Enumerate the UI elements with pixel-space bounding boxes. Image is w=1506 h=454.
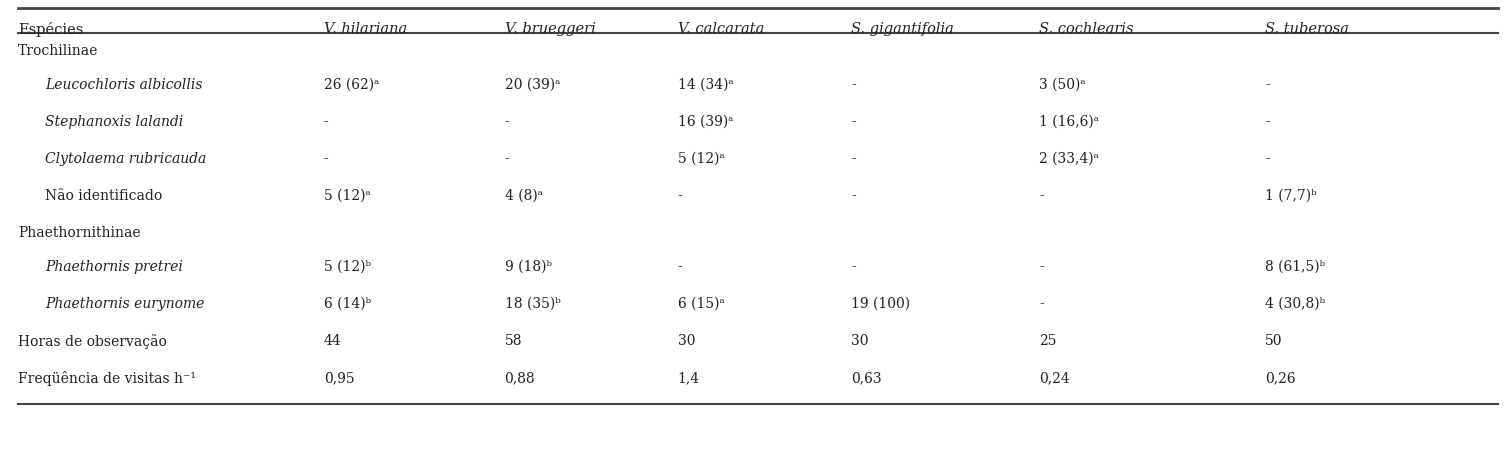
- Text: 8 (61,5)ᵇ: 8 (61,5)ᵇ: [1265, 260, 1325, 274]
- Text: V. brueggeri: V. brueggeri: [505, 22, 595, 36]
- Text: 9 (18)ᵇ: 9 (18)ᵇ: [505, 260, 551, 274]
- Text: Trochilinae: Trochilinae: [18, 44, 98, 58]
- Text: 50: 50: [1265, 334, 1283, 348]
- Text: -: -: [851, 152, 855, 166]
- Text: -: -: [505, 115, 509, 129]
- Text: 1,4: 1,4: [678, 371, 700, 385]
- Text: 1 (16,6)ᵃ: 1 (16,6)ᵃ: [1039, 115, 1099, 129]
- Text: 4 (30,8)ᵇ: 4 (30,8)ᵇ: [1265, 297, 1325, 311]
- Text: 0,63: 0,63: [851, 371, 881, 385]
- Text: -: -: [1039, 260, 1044, 274]
- Text: Stephanoxis lalandi: Stephanoxis lalandi: [45, 115, 184, 129]
- Text: -: -: [1039, 297, 1044, 311]
- Text: Phaethornithinae: Phaethornithinae: [18, 226, 140, 240]
- Text: 18 (35)ᵇ: 18 (35)ᵇ: [505, 297, 560, 311]
- Text: Clytolaema rubricauda: Clytolaema rubricauda: [45, 152, 206, 166]
- Text: -: -: [1265, 152, 1270, 166]
- Text: 5 (12)ᵃ: 5 (12)ᵃ: [324, 189, 370, 203]
- Text: 14 (34)ᵃ: 14 (34)ᵃ: [678, 78, 733, 92]
- Text: 5 (12)ᵃ: 5 (12)ᵃ: [678, 152, 724, 166]
- Text: 5 (12)ᵇ: 5 (12)ᵇ: [324, 260, 370, 274]
- Text: V. calcarata: V. calcarata: [678, 22, 764, 36]
- Text: 26 (62)ᵃ: 26 (62)ᵃ: [324, 78, 380, 92]
- Text: -: -: [851, 78, 855, 92]
- Text: 1 (7,7)ᵇ: 1 (7,7)ᵇ: [1265, 189, 1316, 203]
- Text: Freqüência de visitas h⁻¹: Freqüência de visitas h⁻¹: [18, 371, 196, 386]
- Text: 16 (39)ᵃ: 16 (39)ᵃ: [678, 115, 733, 129]
- Text: -: -: [1265, 78, 1270, 92]
- Text: 0,24: 0,24: [1039, 371, 1069, 385]
- Text: Espécies: Espécies: [18, 22, 83, 37]
- Text: 58: 58: [505, 334, 523, 348]
- Text: -: -: [678, 260, 682, 274]
- Text: 44: 44: [324, 334, 342, 348]
- Text: -: -: [324, 115, 328, 129]
- Text: 0,95: 0,95: [324, 371, 354, 385]
- Text: -: -: [851, 189, 855, 203]
- Text: 0,88: 0,88: [505, 371, 535, 385]
- Text: 30: 30: [678, 334, 696, 348]
- Text: 25: 25: [1039, 334, 1057, 348]
- Text: -: -: [1265, 115, 1270, 129]
- Text: V. hilariana: V. hilariana: [324, 22, 407, 36]
- Text: Leucochloris albicollis: Leucochloris albicollis: [45, 78, 203, 92]
- Text: 19 (100): 19 (100): [851, 297, 910, 311]
- Text: Não identificado: Não identificado: [45, 189, 163, 203]
- Text: 6 (15)ᵃ: 6 (15)ᵃ: [678, 297, 724, 311]
- Text: -: -: [851, 260, 855, 274]
- Text: 2 (33,4)ᵃ: 2 (33,4)ᵃ: [1039, 152, 1099, 166]
- Text: 0,26: 0,26: [1265, 371, 1295, 385]
- Text: -: -: [324, 152, 328, 166]
- Text: -: -: [851, 115, 855, 129]
- Text: 3 (50)ᵃ: 3 (50)ᵃ: [1039, 78, 1086, 92]
- Text: -: -: [678, 189, 682, 203]
- Text: S. gigantifolia: S. gigantifolia: [851, 22, 953, 36]
- Text: -: -: [1039, 189, 1044, 203]
- Text: Phaethornis eurynome: Phaethornis eurynome: [45, 297, 205, 311]
- Text: 30: 30: [851, 334, 869, 348]
- Text: 4 (8)ᵃ: 4 (8)ᵃ: [505, 189, 542, 203]
- Text: 6 (14)ᵇ: 6 (14)ᵇ: [324, 297, 370, 311]
- Text: Horas de observação: Horas de observação: [18, 334, 167, 349]
- Text: -: -: [505, 152, 509, 166]
- Text: 20 (39)ᵃ: 20 (39)ᵃ: [505, 78, 560, 92]
- Text: S. cochlearis: S. cochlearis: [1039, 22, 1134, 36]
- Text: Phaethornis pretrei: Phaethornis pretrei: [45, 260, 184, 274]
- Text: S. tuberosa: S. tuberosa: [1265, 22, 1349, 36]
